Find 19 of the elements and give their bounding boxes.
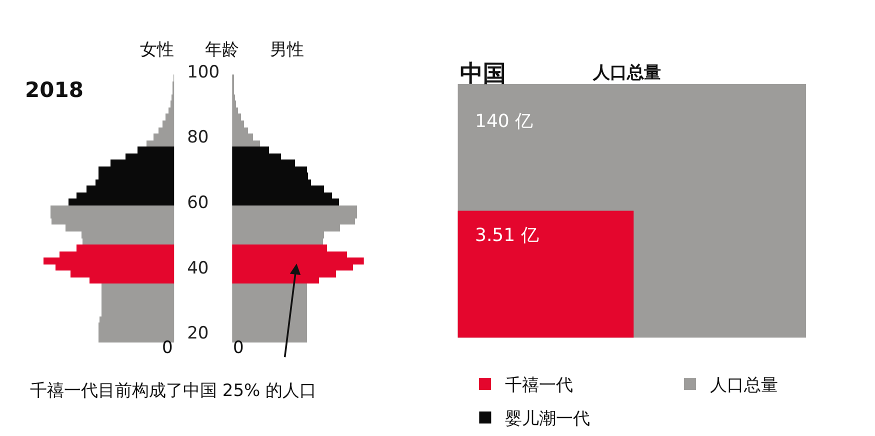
y-tick-label: 60 <box>187 193 209 214</box>
annotation: 0 <box>233 338 244 358</box>
text: 140 亿 <box>475 111 534 132</box>
y-axis-title: 年龄 <box>205 40 239 60</box>
legend-label: 婴儿潮一代 <box>505 409 590 430</box>
annotation: 2018 <box>25 78 84 102</box>
y-tick-label: 80 <box>187 128 209 148</box>
annotation: 0 <box>162 338 173 358</box>
y-tick-label: 100 <box>187 62 220 82</box>
y-tick-label: 20 <box>187 324 209 344</box>
chart-title: 男性 <box>270 40 304 60</box>
legend-label: 人口总量 <box>710 376 778 396</box>
chart-title: 女性 <box>140 40 174 60</box>
legend-label: 千禧一代 <box>505 376 573 396</box>
text: 人口总量 <box>592 63 661 83</box>
text: 中国 <box>460 61 506 87</box>
text: 千禧一代目前构成了中国 25% 的人口 <box>30 381 317 401</box>
y-tick-label: 40 <box>187 258 209 278</box>
text: 3.51 亿 <box>475 225 539 246</box>
